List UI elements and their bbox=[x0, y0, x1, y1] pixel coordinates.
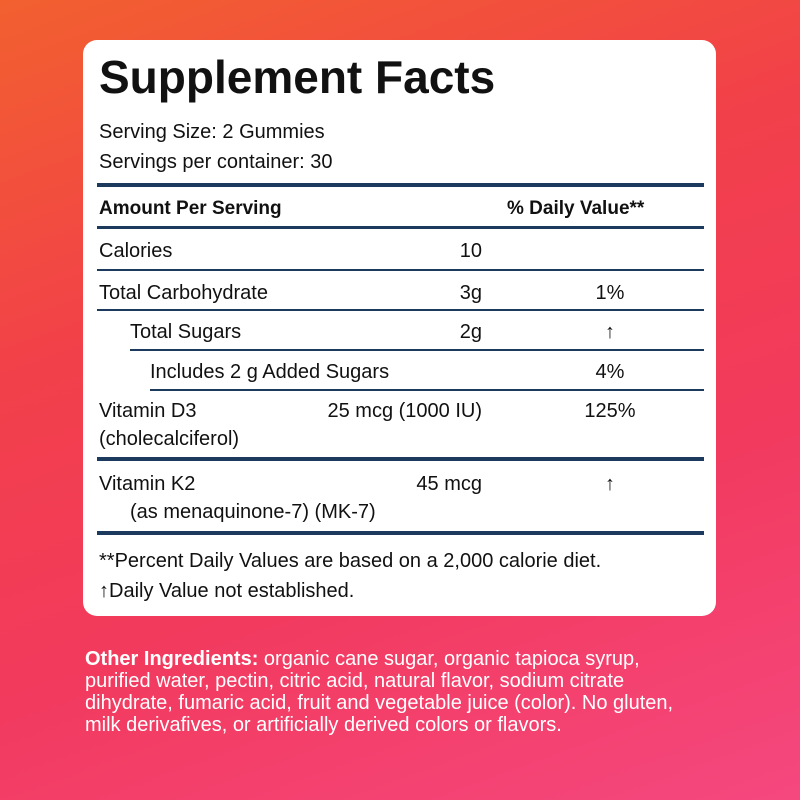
row-dv: 1% bbox=[595, 282, 625, 304]
servings-per-container: Servings per container: 30 bbox=[99, 151, 333, 173]
rule bbox=[97, 226, 704, 229]
row-name: Vitamin D3 bbox=[99, 400, 197, 422]
ingredients-text: organic cane sugar, organic tapioca syru… bbox=[85, 648, 674, 736]
row-dv: 125% bbox=[584, 400, 636, 422]
header-dv: % Daily Value** bbox=[507, 198, 645, 219]
row-dv: ↑ bbox=[605, 473, 615, 495]
row-amount: 25 mcg (1000 IU) bbox=[327, 400, 482, 422]
row-amount: 2g bbox=[459, 321, 482, 343]
title: Supplement Facts bbox=[99, 51, 496, 103]
rule bbox=[97, 457, 704, 461]
rule bbox=[97, 183, 704, 187]
header-amount: Amount Per Serving bbox=[99, 198, 282, 219]
row-subname: (cholecalciferol) bbox=[99, 428, 240, 450]
other-ingredients: Other Ingredients: organic cane sugar, o… bbox=[85, 648, 705, 736]
row-name: Total Sugars bbox=[130, 321, 242, 343]
footnote: **Percent Daily Values are based on a 2,… bbox=[99, 550, 602, 572]
rule bbox=[97, 269, 704, 271]
rule bbox=[130, 349, 704, 351]
row-amount: 45 mcg bbox=[416, 473, 482, 495]
row-name: Calories bbox=[99, 240, 173, 262]
ingredients-label: Other Ingredients: bbox=[85, 648, 259, 670]
rule bbox=[97, 531, 704, 535]
serving-size: Serving Size: 2 Gummies bbox=[99, 121, 325, 143]
row-amount: 3g bbox=[459, 282, 482, 304]
row-dv: ↑ bbox=[605, 321, 615, 343]
row-name: Vitamin K2 bbox=[99, 473, 196, 495]
facts-panel: Supplement Facts Serving Size: 2 Gummies… bbox=[83, 40, 716, 616]
rule bbox=[97, 309, 704, 311]
row-name: Includes 2 g Added Sugars bbox=[150, 361, 390, 383]
footnote: ↑Daily Value not established. bbox=[99, 580, 355, 602]
row-dv: 4% bbox=[595, 361, 625, 383]
row-subname: (as menaquinone-7) (MK-7) bbox=[130, 501, 376, 523]
rule bbox=[150, 389, 704, 391]
row-name: Total Carbohydrate bbox=[99, 282, 268, 304]
row-amount: 10 bbox=[459, 240, 482, 262]
